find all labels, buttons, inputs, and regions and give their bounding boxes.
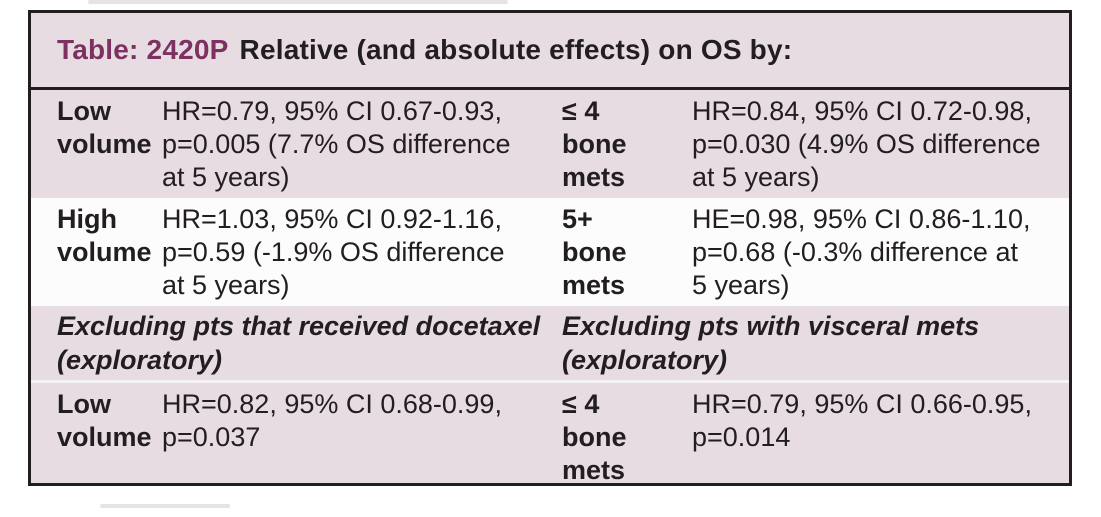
subheader-excluding-visceral-mets: Excluding pts with visceral mets (explor… — [562, 311, 980, 375]
table-title-accent: Table: 2420P — [57, 34, 229, 65]
screenshot-crop-artifact-top — [88, 0, 508, 4]
table-row-exploratory-low-volume: Low volume HR=0.82, 95% CI 0.68-0.99, p=… — [31, 380, 1069, 485]
subheader-excluding-docetaxel: Excluding pts that received docetaxel (e… — [57, 311, 541, 375]
row-label-5plus-bone-mets: 5+ bone mets — [562, 204, 627, 300]
table-row-high-volume: High volume HR=1.03, 95% CI 0.92-1.16, p… — [31, 198, 1069, 306]
row-label-high-volume: High volume — [57, 204, 152, 267]
table-row-low-volume: Low volume HR=0.79, 95% CI 0.67-0.93, p=… — [31, 90, 1069, 198]
row-label-exploratory-low-volume: Low volume — [57, 389, 152, 452]
row-stat-exploratory-le4-bone-mets: HR=0.79, 95% CI 0.66-0.95, p=0.014 — [692, 389, 1032, 452]
screenshot-crop-artifact-bottom — [100, 504, 230, 508]
row-stat-high-volume: HR=1.03, 95% CI 0.92-1.16, p=0.59 (-1.9%… — [162, 204, 505, 300]
row-stat-le4-bone-mets: HR=0.84, 95% CI 0.72-0.98, p=0.030 (4.9%… — [692, 96, 1041, 192]
row-label-exploratory-le4-bone-mets: ≤ 4 bone mets — [562, 389, 627, 485]
table-title: Table: 2420P Relative (and absolute effe… — [31, 13, 1069, 90]
table-subheader-exploratory: Excluding pts that received docetaxel (e… — [31, 306, 1069, 380]
results-table: Table: 2420P Relative (and absolute effe… — [28, 10, 1072, 486]
row-label-low-volume: Low volume — [57, 96, 152, 159]
row-stat-5plus-bone-mets: HE=0.98, 95% CI 0.86-1.10, p=0.68 (-0.3%… — [692, 204, 1031, 300]
row-label-le4-bone-mets: ≤ 4 bone mets — [562, 96, 627, 192]
table-title-text: Relative (and absolute effects) on OS by… — [239, 34, 793, 65]
row-stat-low-volume: HR=0.79, 95% CI 0.67-0.93, p=0.005 (7.7%… — [162, 96, 511, 192]
row-stat-exploratory-low-volume: HR=0.82, 95% CI 0.68-0.99, p=0.037 — [162, 389, 502, 452]
